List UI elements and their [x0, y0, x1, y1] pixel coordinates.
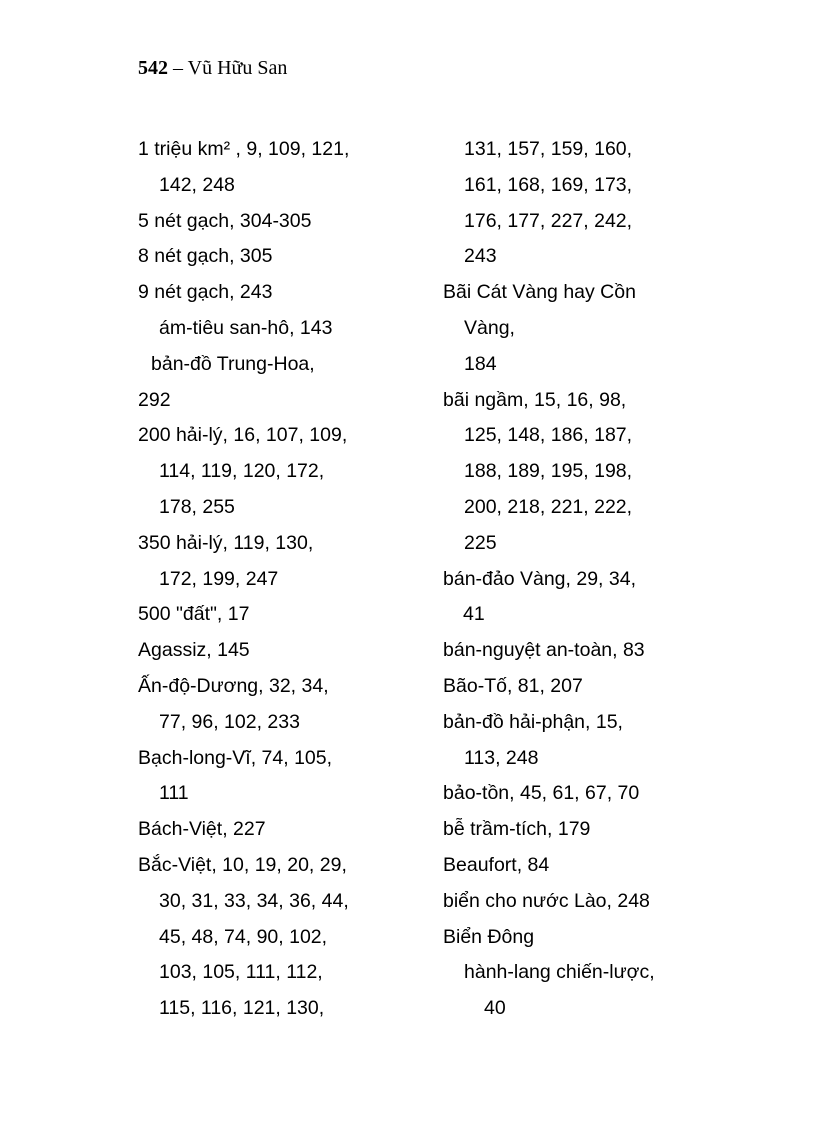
- index-entry-line: 172, 199, 247: [159, 567, 279, 590]
- index-entry-line: Biển Đông: [443, 925, 535, 948]
- page-number: 542: [138, 57, 168, 79]
- index-entry-line: 30, 31, 33, 34, 36, 44,: [159, 889, 349, 912]
- index-entry-line: 45, 48, 74, 90, 102,: [159, 925, 328, 948]
- index-entry-line: 113, 248: [464, 746, 539, 769]
- index-entry-line: 77, 96, 102, 233: [159, 710, 300, 733]
- index-entry-line: Agassiz, 145: [138, 639, 250, 662]
- index-entry-line: bán-nguyệt an-toàn, 83: [443, 639, 645, 662]
- index-entry-line: 188, 189, 195, 198,: [464, 460, 633, 483]
- index-entry-line: 292: [138, 388, 171, 411]
- index-entry-line: Beaufort, 84: [443, 853, 550, 876]
- index-entry-line: Bách-Việt, 227: [138, 818, 266, 841]
- index-entry-line: 142, 248: [159, 173, 235, 196]
- index-entry-line: 103, 105, 111, 112,: [159, 961, 323, 984]
- author-name: Vũ Hữu San: [187, 57, 288, 79]
- header-separator: –: [168, 57, 188, 79]
- index-entry-line: ám-tiêu san-hô, 143: [159, 316, 333, 339]
- index-entry-line: bản-đồ hải-phận, 15,: [443, 710, 623, 733]
- index-entry-line: bán-đảo Vàng, 29, 34,: [443, 567, 636, 590]
- index-entry-line: 115, 116, 121, 130,: [159, 997, 325, 1020]
- index-entry-line: 200 hải-lý, 16, 107, 109,: [138, 424, 348, 447]
- index-entry-line: Bạch-long-Vĩ, 74, 105,: [138, 746, 333, 769]
- index-entry-line: hành-lang chiến-lược,: [464, 961, 655, 984]
- index-entry-line: 178, 255: [159, 495, 235, 518]
- index-entry-line: 131, 157, 159, 160,: [464, 138, 633, 160]
- index-entry-line: Bão-Tố, 81, 207: [443, 674, 583, 697]
- running-header: 542 – Vũ Hữu San: [138, 55, 287, 81]
- index-entry-line: 225: [464, 531, 497, 554]
- index-entry-line: bảo-tồn, 45, 61, 67, 70: [443, 782, 640, 805]
- index-entry-line: 125, 148, 186, 187,: [464, 424, 633, 447]
- index-entry-line: 40: [484, 997, 506, 1020]
- index-entry-line: 161, 168, 169, 173,: [464, 173, 633, 196]
- index-entry-line: 200, 218, 221, 222,: [464, 495, 633, 518]
- index-entry-line: 1 triệu km² , 9, 109, 121,: [138, 138, 350, 160]
- index-column-right: 131, 157, 159, 160, 161, 168, 169, 173, 17…: [443, 132, 655, 1027]
- index-entry-line: 243: [464, 245, 497, 268]
- index-entry-line: 111: [159, 782, 189, 805]
- index-entry-line: Bắc-Việt, 10, 19, 20, 29,: [138, 853, 347, 876]
- index-entry-line: 9 nét gạch, 243: [138, 281, 273, 304]
- index-entry-line: Vàng,: [464, 316, 515, 339]
- index-entry-line: 114, 119, 120, 172,: [159, 460, 325, 483]
- index-entry-line: bễ trầm-tích, 179: [443, 818, 591, 841]
- index-entry-line: 5 nét gạch, 304-305: [138, 209, 312, 232]
- index-entry-line: bản-đồ Trung-Hoa,: [151, 352, 315, 375]
- index-entry-line: 41: [463, 603, 485, 626]
- index-entry-line: bãi ngầm, 15, 16, 98,: [443, 388, 627, 411]
- index-entry-line: biển cho nước Lào, 248: [443, 889, 650, 912]
- index-column-left: 1 triệu km² , 9, 109, 121, 142, 248 5 nét …: [138, 132, 349, 1027]
- index-entry-line: 184: [464, 352, 497, 375]
- index-entry-line: Bãi Cát Vàng hay Cồn: [443, 281, 636, 304]
- index-entry-line: 176, 177, 227, 242,: [464, 209, 633, 232]
- index-entry-line: 500 "đất", 17: [138, 603, 250, 626]
- index-entry-line: 8 nét gạch, 305: [138, 245, 273, 268]
- index-entry-line: 350 hải-lý, 119, 130,: [138, 531, 314, 554]
- index-entry-line: Ấn-độ-Dương, 32, 34,: [138, 674, 329, 697]
